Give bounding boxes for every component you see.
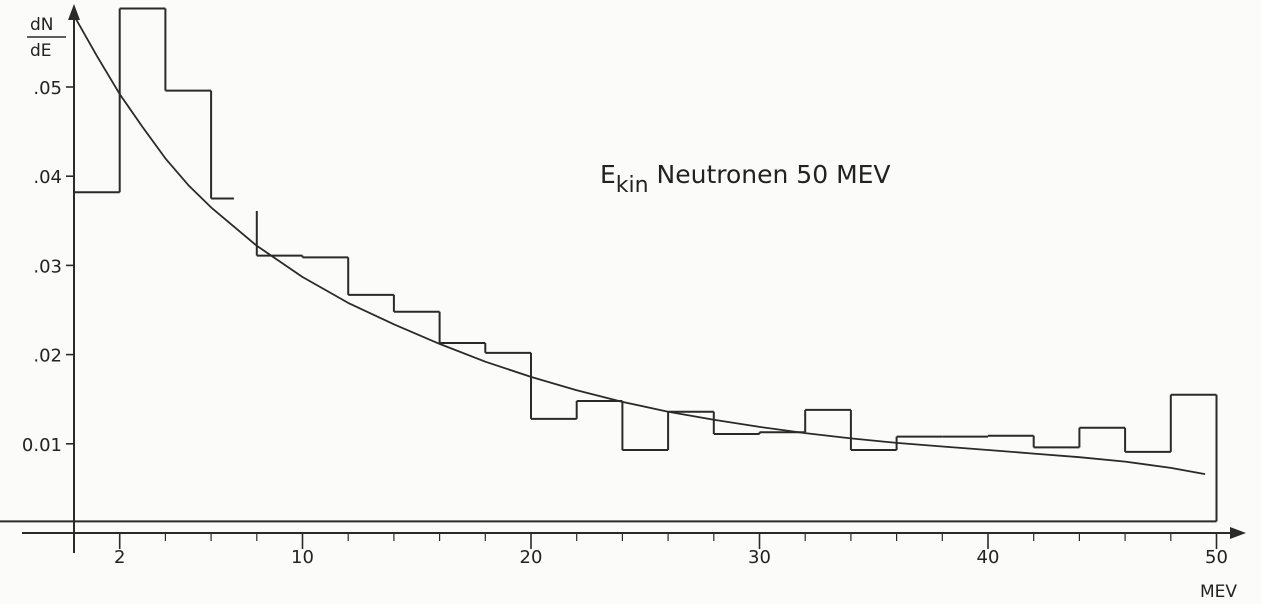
x-tick-label: 40: [977, 547, 1000, 568]
x-tick-label: 2: [114, 547, 125, 568]
x-tick-label: 50: [1205, 547, 1228, 568]
chart-title-base: E: [600, 160, 616, 189]
chart-title-rest: Neutronen 50 MEV: [649, 160, 891, 189]
y-axis-label-numerator: dN: [30, 15, 54, 35]
chart-title-subscript: kin: [616, 173, 649, 198]
y-tick-label: .04: [33, 167, 62, 188]
chart-title: Ekin Neutronen 50 MEV: [600, 160, 891, 198]
histogram: [0, 7, 1218, 523]
y-tick-label: .05: [33, 78, 62, 99]
axes: 0.01 .02 .03 .04 .05 2 10 20 30 40 50: [22, 4, 1246, 568]
y-tick-label: 0.01: [22, 435, 62, 456]
y-tick-label: .02: [33, 346, 62, 367]
labels: dN dE MEV Ekin Neutronen 50 MEV: [27, 15, 1237, 602]
x-axis-arrow: [1230, 527, 1246, 539]
y-axis-label-denominator: dE: [30, 41, 52, 61]
x-tick-label: 10: [291, 547, 314, 568]
x-axis-label: MEV: [1200, 582, 1237, 602]
x-tick-label: 30: [748, 547, 771, 568]
x-tick-label: 20: [520, 547, 543, 568]
y-tick-label: .03: [33, 256, 62, 277]
fit-curve-group: [73, 15, 1206, 475]
y-axis-arrow: [68, 4, 80, 20]
fit-curve: [73, 15, 1206, 475]
